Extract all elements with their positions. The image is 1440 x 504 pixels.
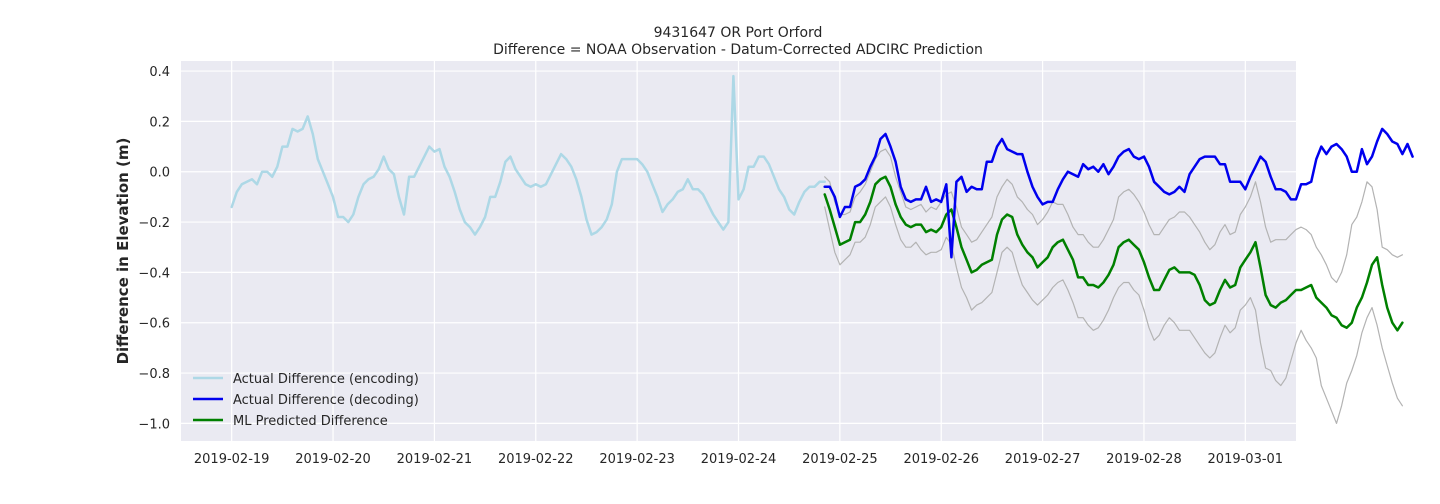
x-tick-label: 2019-02-26 [903, 452, 979, 467]
series-line-actual-difference-encoding- [230, 74, 826, 236]
legend-entry: ML Predicted Difference [233, 414, 388, 429]
chart-title: 9431647 OR Port Orford [654, 25, 823, 41]
y-tick-label: −0.4 [138, 266, 170, 281]
y-tick-label: −0.8 [138, 367, 170, 382]
x-tick-label: 2019-02-28 [1106, 452, 1182, 467]
y-axis-label: Difference in Elevation (m) [114, 138, 132, 365]
y-axis: 0.4 0.2 0.0 −0.2 −0.4 −0.6 −0.8 −1.0 [138, 65, 170, 432]
legend-entry: Actual Difference (encoding) [233, 372, 419, 387]
series-line-actual-difference-decoding- [823, 127, 1414, 259]
y-tick-label: −0.6 [138, 317, 170, 332]
x-tick-label: 2019-02-22 [498, 452, 574, 467]
x-tick-label: 2019-02-21 [397, 452, 473, 467]
series-line-ml-predicted-difference [823, 175, 1404, 332]
series-layer [230, 74, 1414, 424]
x-tick-label: 2019-02-25 [802, 452, 878, 467]
uncertainty-bound-line [824, 148, 1403, 284]
x-tick-label: 2019-02-24 [701, 452, 777, 467]
uncertainty-bound-line [824, 196, 1403, 424]
y-tick-label: −0.2 [138, 216, 170, 231]
y-tick-label: −1.0 [138, 417, 170, 432]
y-tick-label: 0.0 [149, 166, 170, 181]
x-tick-label: 2019-02-20 [295, 452, 371, 467]
x-tick-label: 2019-03-01 [1208, 452, 1284, 467]
x-tick-label: 2019-02-19 [194, 452, 270, 467]
x-axis: 2019-02-19 2019-02-20 2019-02-21 2019-02-22… [194, 452, 1283, 467]
x-tick-label: 2019-02-23 [599, 452, 675, 467]
chart-subtitle: Difference = NOAA Observation - Datum-Co… [493, 42, 983, 58]
y-tick-label: 0.4 [149, 65, 170, 80]
x-tick-label: 2019-02-27 [1005, 452, 1081, 467]
y-tick-label: 0.2 [149, 115, 170, 130]
legend: Actual Difference (encoding) Actual Diffe… [193, 372, 419, 429]
legend-entry: Actual Difference (decoding) [233, 393, 419, 408]
